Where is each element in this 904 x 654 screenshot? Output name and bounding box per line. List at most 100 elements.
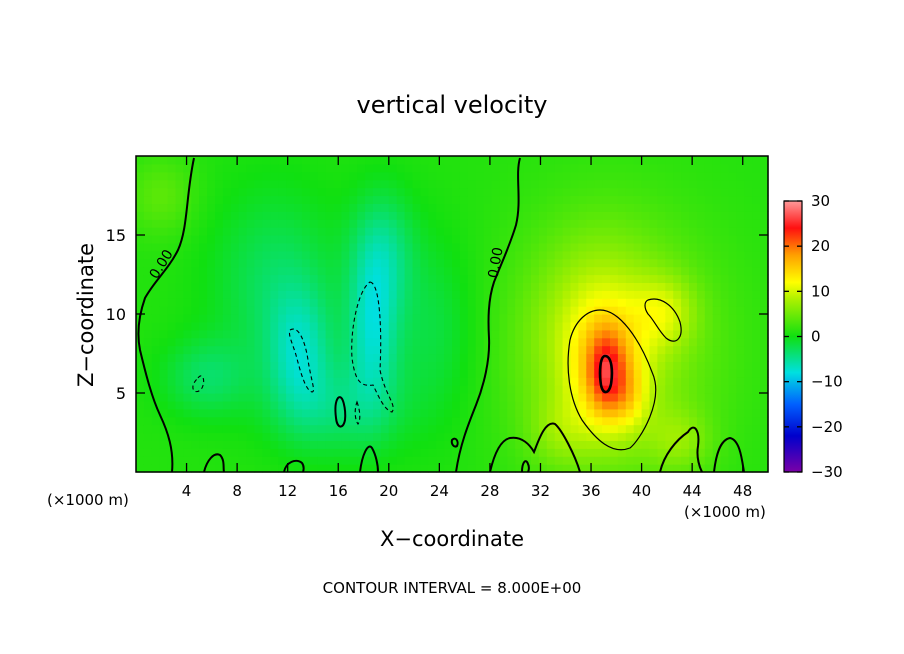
heatmap-cell	[760, 195, 769, 204]
heatmap-cell	[404, 274, 414, 283]
heatmap-cell	[159, 282, 169, 291]
heatmap-cell	[704, 258, 714, 268]
heatmap-cell	[712, 337, 722, 347]
heatmap-cell	[396, 369, 406, 378]
heatmap-cell	[428, 211, 437, 220]
heatmap-cell	[649, 242, 658, 252]
heatmap-cell	[728, 156, 737, 165]
heatmap-cell	[531, 440, 540, 449]
heatmap-cell	[294, 195, 303, 204]
heatmap-cell	[728, 361, 737, 370]
heatmap-cell	[246, 203, 256, 212]
heatmap-cell	[657, 195, 666, 204]
heatmap-cell	[388, 416, 398, 426]
heatmap-cell	[696, 321, 706, 331]
heatmap-cell	[246, 266, 256, 276]
heatmap-cell	[207, 456, 216, 465]
heatmap-cell	[491, 306, 500, 315]
heatmap-cell	[523, 171, 532, 181]
heatmap-cell	[404, 408, 414, 418]
heatmap-cell	[752, 211, 761, 220]
heatmap-cell	[499, 187, 508, 197]
heatmap-cell	[586, 440, 595, 449]
heatmap-cell	[309, 432, 319, 441]
heatmap-cell	[554, 274, 564, 283]
heatmap-cell	[689, 258, 698, 268]
heatmap-cell	[523, 416, 532, 426]
heatmap-cell	[507, 211, 516, 220]
heatmap-cell	[388, 440, 398, 449]
heatmap-cell	[610, 219, 619, 228]
heatmap-cell	[396, 408, 406, 418]
heatmap-cell	[681, 187, 690, 197]
heatmap-cell	[728, 250, 737, 260]
heatmap-cell	[546, 432, 556, 441]
heatmap-cell	[151, 266, 161, 276]
heatmap-cell	[151, 448, 161, 457]
heatmap-cell	[175, 266, 184, 276]
heatmap-cell	[222, 290, 232, 299]
heatmap-cell	[728, 266, 737, 276]
heatmap-cell	[736, 235, 745, 244]
heatmap-cell	[744, 385, 753, 394]
heatmap-cell	[673, 203, 682, 212]
heatmap-cell	[594, 219, 603, 228]
heatmap-cell	[760, 314, 769, 323]
heatmap-cell	[317, 187, 327, 197]
heatmap-cell	[254, 345, 263, 355]
heatmap-cell	[317, 242, 327, 252]
heatmap-cell	[681, 306, 690, 315]
heatmap-cell	[665, 361, 674, 370]
heatmap-cell	[452, 187, 461, 197]
heatmap-cell	[728, 306, 737, 315]
heatmap-cell	[325, 385, 335, 394]
heatmap-cell	[222, 329, 232, 339]
heatmap-cell	[641, 227, 651, 236]
heatmap-cell	[523, 314, 532, 323]
heatmap-cell	[159, 408, 169, 418]
heatmap-cell	[673, 179, 682, 189]
heatmap-cell	[602, 250, 611, 260]
heatmap-cell	[546, 377, 556, 386]
heatmap-cell	[467, 179, 477, 189]
heatmap-cell	[222, 179, 232, 189]
heatmap-cell	[538, 321, 548, 331]
heatmap-cell	[641, 195, 651, 204]
heatmap-cell	[262, 321, 271, 331]
heatmap-cell	[222, 156, 232, 165]
heatmap-cell	[602, 298, 611, 307]
heatmap-cell	[617, 400, 627, 410]
heatmap-cell	[475, 298, 485, 307]
heatmap-cell	[436, 306, 445, 315]
heatmap-cell	[230, 456, 240, 465]
heatmap-cell	[333, 266, 342, 276]
heatmap-cell	[349, 314, 358, 323]
heatmap-cell	[689, 282, 698, 291]
heatmap-cell	[341, 266, 350, 276]
heatmap-cell	[681, 464, 690, 473]
heatmap-cell	[546, 361, 556, 370]
heatmap-cell	[483, 242, 493, 252]
heatmap-cell	[143, 369, 153, 378]
heatmap-cell	[238, 321, 248, 331]
heatmap-cell	[594, 400, 603, 410]
heatmap-cell	[151, 171, 161, 181]
heatmap-cell	[459, 235, 469, 244]
heatmap-cell	[633, 393, 643, 402]
heatmap-cell	[175, 432, 184, 441]
heatmap-cell	[704, 219, 714, 228]
heatmap-cell	[230, 448, 240, 457]
heatmap-cell	[341, 306, 350, 315]
heatmap-cell	[412, 171, 421, 181]
heatmap-cell	[681, 219, 690, 228]
heatmap-cell	[143, 171, 153, 181]
heatmap-cell	[712, 258, 722, 268]
heatmap-cell	[696, 219, 706, 228]
heatmap-cell	[365, 337, 374, 347]
heatmap-cell	[696, 211, 706, 220]
heatmap-cell	[436, 235, 445, 244]
heatmap-cell	[404, 456, 414, 465]
heatmap-cell	[151, 369, 161, 378]
heatmap-cell	[341, 345, 350, 355]
heatmap-cell	[388, 377, 398, 386]
